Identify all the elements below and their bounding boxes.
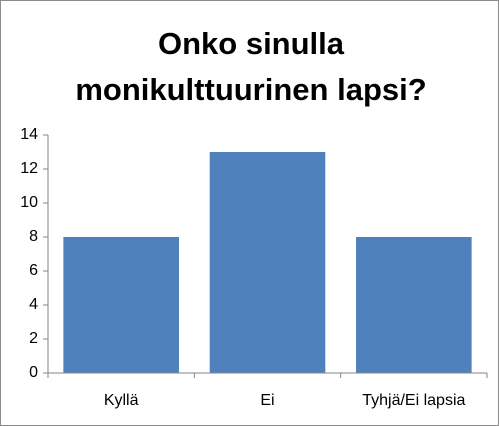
y-tick-label: 2 bbox=[29, 330, 38, 347]
bar bbox=[63, 237, 179, 373]
y-tick-label: 14 bbox=[20, 126, 38, 143]
x-tick-label: Kyllä bbox=[104, 392, 139, 409]
y-tick-label: 0 bbox=[29, 364, 38, 381]
x-tick-label: Ei bbox=[260, 392, 274, 409]
x-tick-label: Tyhjä/Ei lapsia bbox=[362, 392, 465, 409]
bar bbox=[356, 237, 472, 373]
y-tick-label: 8 bbox=[29, 228, 38, 245]
bar bbox=[209, 152, 326, 373]
y-tick-label: 10 bbox=[20, 194, 38, 211]
y-tick-label: 12 bbox=[20, 160, 38, 177]
chart-title: Onko sinulla monikulttuurinen lapsi? bbox=[75, 26, 427, 107]
y-tick-label: 6 bbox=[29, 262, 38, 279]
y-tick-label: 4 bbox=[29, 296, 38, 313]
